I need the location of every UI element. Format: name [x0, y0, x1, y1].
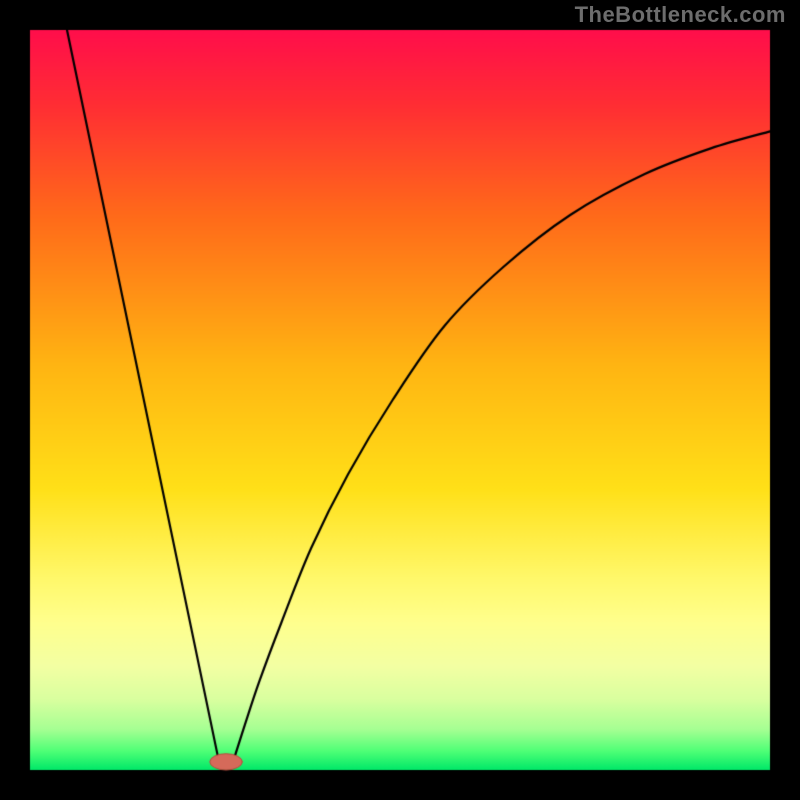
watermark-text: TheBottleneck.com: [575, 2, 786, 28]
bottleneck-chart: [0, 0, 800, 800]
